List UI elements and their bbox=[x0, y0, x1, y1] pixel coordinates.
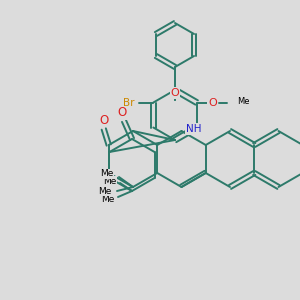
Text: O: O bbox=[171, 88, 179, 98]
Text: Me: Me bbox=[98, 187, 112, 196]
Text: O: O bbox=[208, 98, 217, 107]
Text: O: O bbox=[99, 113, 108, 127]
Text: Me: Me bbox=[103, 176, 117, 185]
Text: NH: NH bbox=[186, 124, 201, 134]
Text: Me: Me bbox=[100, 169, 114, 178]
Text: Me: Me bbox=[101, 194, 115, 203]
Text: Br: Br bbox=[123, 98, 134, 107]
Text: O: O bbox=[117, 106, 127, 119]
Text: Me: Me bbox=[237, 97, 249, 106]
